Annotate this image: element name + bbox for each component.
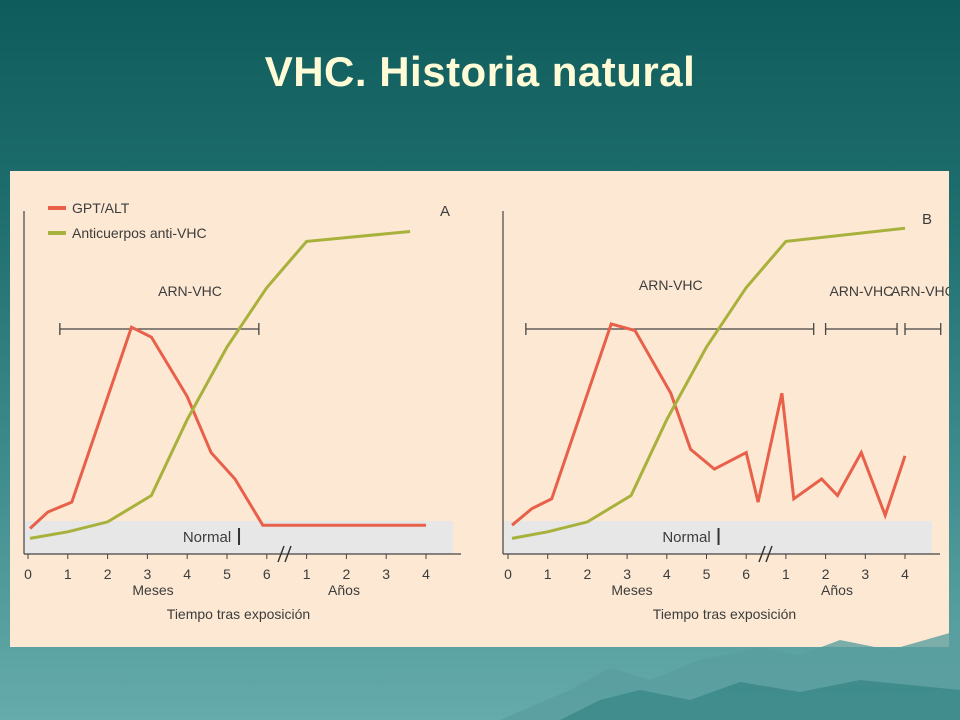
normal-band-label: Normal [183,529,231,546]
legend: GPT/ALT Anticuerpos anti-VHC [48,200,207,241]
x-unit-label: Meses [132,582,173,598]
antibody-series-line [29,230,411,540]
figure-panel: GPT/ALT Anticuerpos anti-VHC Normal 0 1 2 3 4… [10,171,949,647]
x-tick-label: 4 [663,566,671,582]
x-unit-label: Años [821,582,853,598]
axis-break-mark [277,545,285,563]
x-unit-label: Años [328,582,360,598]
x-tick-label: 3 [861,566,869,582]
x-tick-label: 4 [901,566,909,582]
x-tick-label: 1 [64,566,72,582]
x-tick-label: 1 [544,566,552,582]
x-tick-label: 6 [742,566,750,582]
x-tick-label: 0 [504,566,512,582]
gpt-alt-series-line [28,325,426,530]
x-tick-label: 5 [223,566,231,582]
x-tick-label: 3 [144,566,152,582]
x-tick-label: 0 [24,566,32,582]
x-unit-label: Meses [611,582,652,598]
x-tick-label: 4 [183,566,191,582]
x-tick-label: 2 [104,566,112,582]
antibody-series-line [511,226,906,540]
x-tick-label: 2 [584,566,592,582]
legend-antibody-label: Anticuerpos anti-VHC [72,225,207,241]
rna-bar-label: ARN-VHC [158,283,222,299]
x-tick-label: 6 [263,566,271,582]
axis-break-mark [284,545,292,563]
x-tick-label: 2 [822,566,830,582]
x-tick-label: 1 [303,566,311,582]
chart-b: Normal 0 1 2 3 4 5 6 1 2 3 4 Meses Años Tiempo tras ex… [502,211,949,622]
axis-break-mark [765,545,773,563]
axis-break-mark [758,545,766,563]
panel-label: A [440,203,450,220]
gpt-alt-series-line [511,322,907,527]
hcv-natural-history-charts: GPT/ALT Anticuerpos anti-VHC Normal 0 1 2 3 4… [23,200,949,622]
rna-bar-label: ARN-VHC [891,283,949,299]
x-axis-title: Tiempo tras exposición [167,606,310,622]
x-tick-label: 4 [422,566,430,582]
x-tick-label: 3 [382,566,390,582]
rna-bar-label: ARN-VHC [829,283,893,299]
rna-bar-label: ARN-VHC [639,277,703,293]
x-tick-label: 1 [782,566,790,582]
x-tick-label: 5 [703,566,711,582]
slide-title: VHC. Historia natural [264,48,696,95]
x-tick-label: 2 [343,566,351,582]
panel-label: B [922,211,932,228]
legend-gpt-label: GPT/ALT [72,200,130,216]
chart-a: Normal 0 1 2 3 4 5 6 1 2 3 4 Meses Años Tiempo tras ex… [23,203,461,622]
x-axis-title: Tiempo tras exposición [653,606,796,622]
x-tick-label: 3 [623,566,631,582]
normal-band-label: Normal [662,529,710,546]
